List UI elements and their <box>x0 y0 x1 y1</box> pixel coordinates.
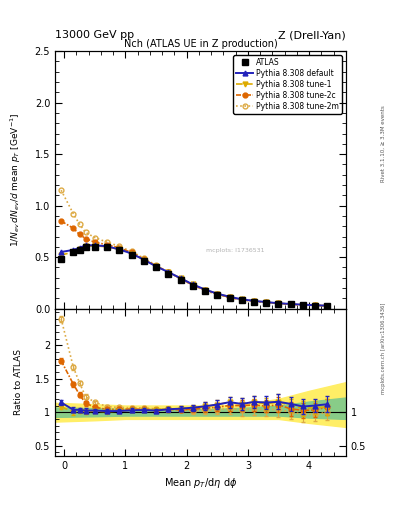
Title: Nch (ATLAS UE in Z production): Nch (ATLAS UE in Z production) <box>123 39 277 49</box>
Text: Z (Drell-Yan): Z (Drell-Yan) <box>278 30 346 40</box>
Y-axis label: $1/N_{ev}\,dN_{ev}/d$ mean $p_T$ [GeV$^{-1}$]: $1/N_{ev}\,dN_{ev}/d$ mean $p_T$ [GeV$^{… <box>9 113 23 247</box>
X-axis label: Mean $p_T$/d$\eta$ d$\phi$: Mean $p_T$/d$\eta$ d$\phi$ <box>164 476 237 490</box>
Text: mcplots.cern.ch [arXiv:1306.3436]: mcplots.cern.ch [arXiv:1306.3436] <box>381 303 386 394</box>
Text: Rivet 3.1.10, ≥ 3.3M events: Rivet 3.1.10, ≥ 3.3M events <box>381 105 386 182</box>
Legend: ATLAS, Pythia 8.308 default, Pythia 8.308 tune-1, Pythia 8.308 tune-2c, Pythia 8: ATLAS, Pythia 8.308 default, Pythia 8.30… <box>233 55 342 114</box>
Text: mcplots: I1736531: mcplots: I1736531 <box>206 248 265 253</box>
Y-axis label: Ratio to ATLAS: Ratio to ATLAS <box>14 349 23 415</box>
Text: 13000 GeV pp: 13000 GeV pp <box>55 30 134 40</box>
